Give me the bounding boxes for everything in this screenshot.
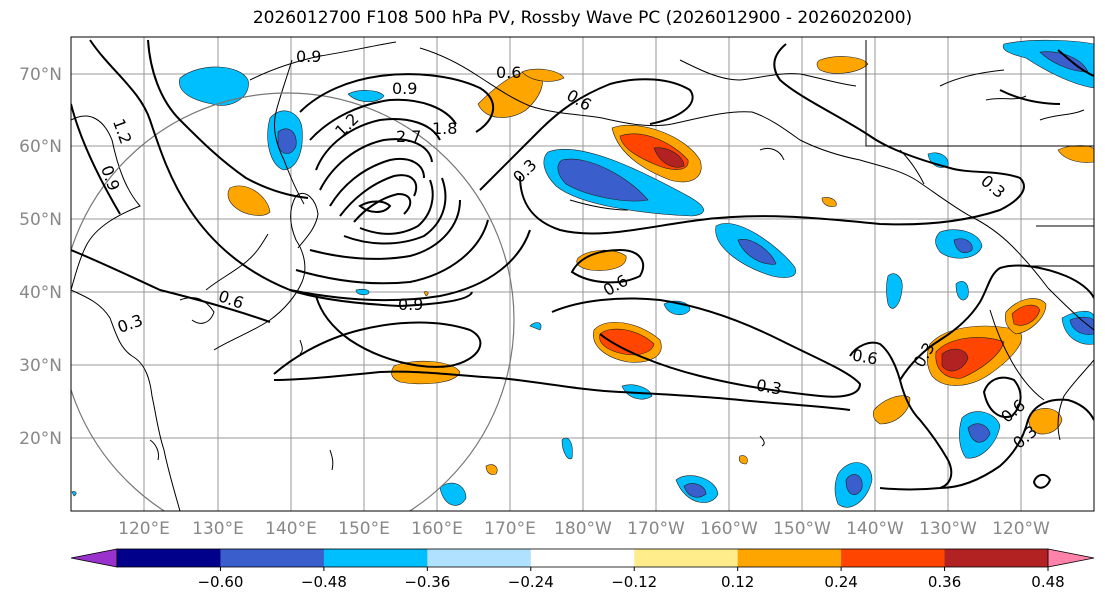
contour-label: 0.9	[398, 295, 423, 314]
contour-label: 2.7	[396, 127, 421, 146]
colorbar-tick-label: −0.12	[611, 573, 657, 591]
colorbar-tick-label: 0.36	[928, 573, 961, 591]
gridlines	[71, 37, 1094, 511]
colorbar-segment	[530, 549, 635, 567]
colorbar-segment	[841, 549, 946, 567]
lon-label: 170°W	[627, 519, 685, 539]
lon-label: 120°E	[118, 519, 170, 539]
lat-label: 30°N	[19, 356, 62, 376]
lat-label: 50°N	[19, 210, 62, 230]
colorbar-tick-label: 0.12	[721, 573, 754, 591]
colorbar-tick-label: 0.48	[1031, 573, 1064, 591]
map-title: 2026012700 F108 500 hPa PV, Rossby Wave …	[252, 8, 913, 28]
contour-label: 1.8	[432, 119, 457, 138]
colorbar-tick-label: −0.24	[508, 573, 554, 591]
pv-contours	[71, 39, 1094, 491]
map-frame	[70, 36, 1095, 512]
colorbar-segment	[220, 549, 325, 567]
colorbar-tick-label: −0.36	[404, 573, 450, 591]
colorbar-segment	[323, 549, 428, 567]
colorbar-segment	[737, 549, 842, 567]
colorbar-extend-low	[70, 548, 118, 568]
lon-label: 140°W	[846, 519, 904, 539]
colorbar-segment	[634, 549, 739, 567]
colorbar-segment	[427, 549, 532, 567]
lon-label: 120°W	[992, 519, 1050, 539]
contour-label: 0.9	[392, 79, 417, 98]
lon-label: 160°E	[411, 519, 463, 539]
colorbar-tick-label: −0.48	[301, 573, 347, 591]
contour-label: 0.6	[851, 345, 879, 368]
lon-label: 160°W	[700, 519, 758, 539]
lon-label: 150°W	[773, 519, 831, 539]
lon-label: 130°E	[192, 519, 244, 539]
contour-label: 0.9	[296, 47, 321, 66]
colorbar-tick-label: 0.24	[824, 573, 857, 591]
colorbar-extend-high	[1047, 548, 1095, 568]
range-circle	[71, 92, 515, 511]
anomaly-fills	[71, 39, 1094, 508]
lon-labels: 120°E 130°E 140°E 150°E 160°E 170°E 180°…	[118, 519, 1050, 539]
lon-label: 140°E	[265, 519, 317, 539]
lon-label: 130°W	[919, 519, 977, 539]
lon-label: 150°E	[338, 519, 390, 539]
contour-label: 0.3	[755, 375, 783, 398]
lat-label: 20°N	[19, 429, 62, 449]
coastlines	[71, 40, 1094, 511]
colorbar-segment	[944, 549, 1049, 567]
colorbar: −0.60 −0.48 −0.36 −0.24 −0.12 0.12 0.24 0.36 0.4…	[70, 548, 1095, 591]
colorbar-tick-label: −0.60	[197, 573, 243, 591]
lat-labels: 70°N 60°N 50°N 40°N 30°N 20°N	[19, 65, 62, 449]
lat-label: 60°N	[19, 137, 62, 157]
colorbar-segment	[117, 549, 221, 567]
colorbar-frame	[116, 548, 1049, 568]
lon-label: 170°E	[484, 519, 536, 539]
lat-label: 40°N	[19, 283, 62, 303]
lat-label: 70°N	[19, 65, 62, 85]
contour-label: 0.6	[496, 63, 521, 82]
lon-label: 180°W	[554, 519, 612, 539]
